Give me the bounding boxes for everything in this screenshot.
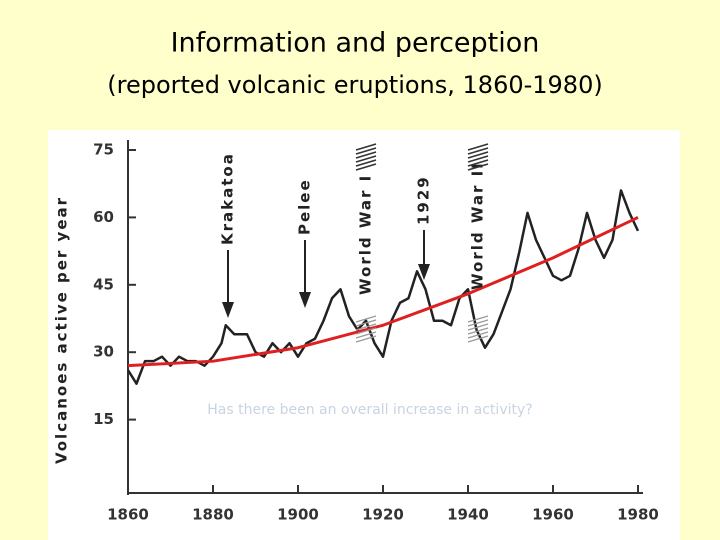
hatch bbox=[355, 147, 377, 155]
data-line bbox=[126, 189, 640, 385]
hatch bbox=[467, 315, 489, 323]
hatch bbox=[467, 159, 489, 167]
y-tick-label: 15 bbox=[93, 410, 114, 428]
hatch bbox=[467, 147, 489, 155]
hatch bbox=[467, 143, 489, 151]
y-tick-label: 45 bbox=[93, 275, 114, 293]
x-tick-label: 1880 bbox=[192, 506, 234, 524]
hatch bbox=[467, 323, 489, 331]
hatch bbox=[467, 319, 489, 327]
x-tick-label: 1980 bbox=[617, 506, 659, 524]
x-tick-label: 1900 bbox=[277, 506, 319, 524]
annotation: Krakatoa bbox=[219, 152, 237, 245]
trend-line bbox=[127, 216, 639, 368]
x-tick-label: 1860 bbox=[107, 506, 149, 524]
y-tick-label: 60 bbox=[93, 208, 114, 226]
slide-title: Information and perception bbox=[171, 28, 540, 59]
arrow-head bbox=[222, 302, 234, 318]
annotation: World War I bbox=[357, 174, 375, 295]
annotation: Pelee bbox=[296, 178, 314, 235]
hatch bbox=[355, 163, 377, 171]
annotation: World War II bbox=[469, 161, 487, 290]
hatch bbox=[467, 331, 489, 339]
hatch bbox=[467, 151, 489, 159]
hatch bbox=[467, 163, 489, 171]
y-axis-label: Volcanoes active per year bbox=[53, 196, 71, 464]
x-tick-label: 1960 bbox=[532, 506, 574, 524]
hatch bbox=[355, 319, 377, 327]
hatch bbox=[355, 335, 377, 343]
hatch bbox=[355, 323, 377, 331]
hatch bbox=[355, 327, 377, 335]
hatch bbox=[467, 155, 489, 163]
y-tick-label: 30 bbox=[93, 343, 114, 361]
hatch bbox=[467, 327, 489, 335]
x-tick-label: 1920 bbox=[362, 506, 404, 524]
hatch bbox=[355, 143, 377, 151]
hatch bbox=[355, 155, 377, 163]
annotation: 1929 bbox=[415, 175, 433, 225]
hatch bbox=[355, 331, 377, 339]
hatch bbox=[355, 151, 377, 159]
hatch bbox=[355, 315, 377, 323]
arrow-head bbox=[418, 264, 430, 280]
arrow-head bbox=[299, 292, 311, 308]
hatch bbox=[355, 159, 377, 167]
y-tick-label: 75 bbox=[93, 141, 114, 159]
slide-subtitle: (reported volcanic eruptions, 1860-1980) bbox=[107, 71, 602, 99]
question-text: Has there been an overall increase in ac… bbox=[207, 402, 532, 418]
x-tick-label: 1940 bbox=[447, 506, 489, 524]
hatch bbox=[467, 335, 489, 343]
